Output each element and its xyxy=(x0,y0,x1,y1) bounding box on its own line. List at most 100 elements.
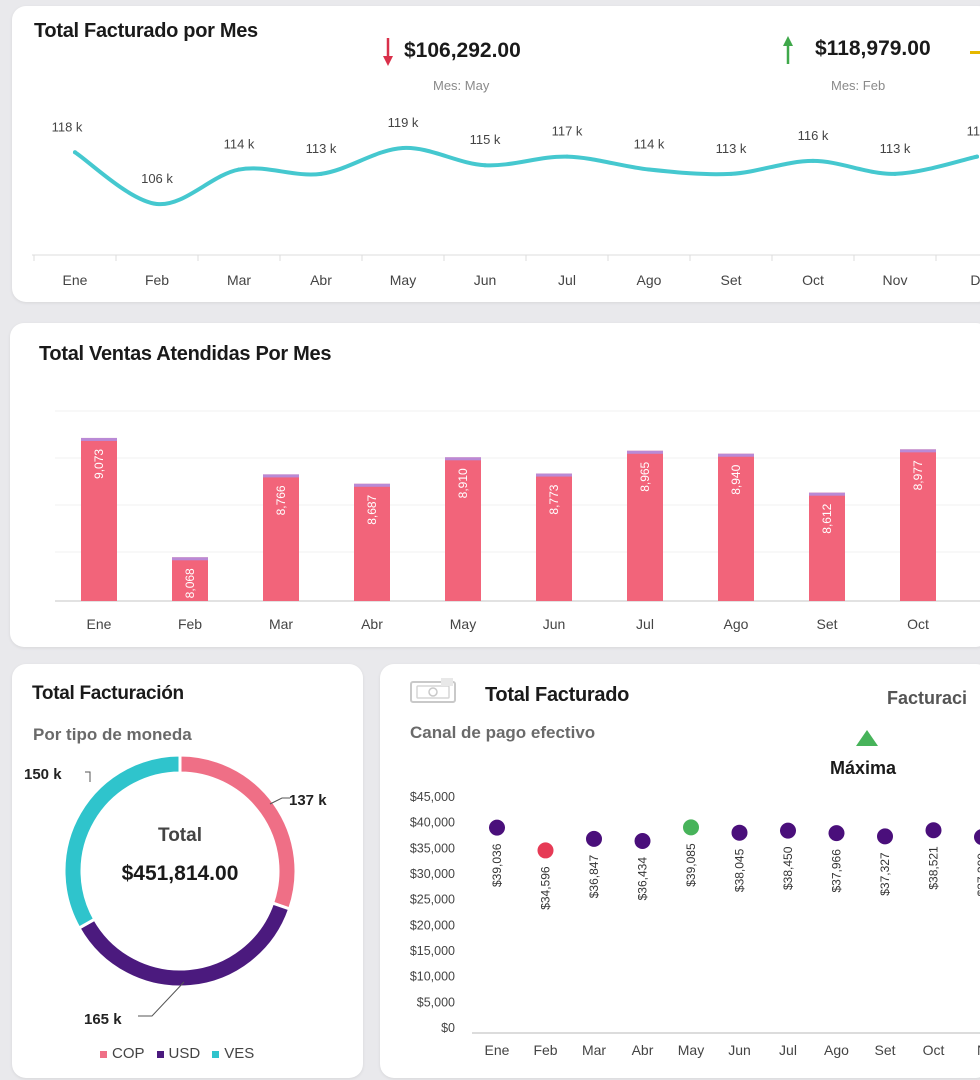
line-point xyxy=(647,167,651,172)
line-point xyxy=(155,202,159,206)
bar-top-edge xyxy=(536,473,572,477)
dot-data-label: $38,045 xyxy=(733,848,747,892)
max-kpi-value: $118,979.00 xyxy=(815,37,931,60)
donut-legend: COP USD VES xyxy=(100,1045,254,1062)
line-point xyxy=(483,163,487,168)
bar-top-edge xyxy=(172,557,208,561)
dot-data-label: $38,450 xyxy=(781,846,795,890)
cop-leader-line xyxy=(269,797,290,805)
dot-x-label: Ago xyxy=(824,1042,849,1058)
dot-point xyxy=(586,830,602,847)
legend-item-usd: USD xyxy=(156,1045,201,1062)
dot-y-tick: $25,000 xyxy=(410,893,455,907)
dot-data-label: $37,200 xyxy=(975,853,980,897)
line-x-label: Di xyxy=(970,272,980,288)
dot-point xyxy=(925,822,942,839)
dot-data-label: $39,085 xyxy=(684,843,698,887)
bar xyxy=(718,453,754,601)
dot-point xyxy=(828,825,845,842)
max-triangle-icon xyxy=(856,730,878,746)
max-label: Máxima xyxy=(830,758,897,778)
bar-x-label: Set xyxy=(816,616,837,632)
bar-x-label: Abr xyxy=(361,616,383,632)
bar-data-label: 8,068 xyxy=(183,568,197,598)
dot-y-tick: $30,000 xyxy=(410,867,455,881)
trend-dash-icon xyxy=(970,51,980,54)
line-x-label: May xyxy=(390,272,416,288)
min-kpi-arrow-icon xyxy=(383,38,393,66)
legend-item-cop: COP xyxy=(100,1045,145,1062)
dot-data-label: $36,434 xyxy=(636,857,650,901)
dot-data-label: $34,596 xyxy=(539,866,553,910)
bar-data-label: 8,687 xyxy=(365,494,379,524)
legend-label-ves: VES xyxy=(224,1045,255,1062)
bar-data-label: 8,940 xyxy=(729,464,743,494)
dot-data-label: $36,847 xyxy=(587,855,601,899)
billing-by-month-card: Total Facturado por Mes $106,292.00 Mes:… xyxy=(12,6,980,302)
dot-x-label: Oct xyxy=(923,1042,945,1058)
bar-top-edge xyxy=(900,449,936,453)
bar xyxy=(536,473,572,601)
line-x-label: Ago xyxy=(637,272,662,288)
dot-y-tick: $35,000 xyxy=(410,841,455,855)
line-point xyxy=(811,158,815,163)
line-point xyxy=(401,146,405,150)
line-data-label: 113 k xyxy=(880,141,911,156)
ves-leader-line xyxy=(85,771,91,782)
bar-data-label: 8,965 xyxy=(638,461,652,491)
dot-y-tick: $15,000 xyxy=(410,944,455,958)
dot-y-tick: $20,000 xyxy=(410,918,455,932)
bar xyxy=(81,437,117,601)
bar-card-title: Total Ventas Atendidas Por Mes xyxy=(39,343,332,365)
line-data-label: 115 k xyxy=(470,132,501,147)
legend-label-usd: USD xyxy=(168,1045,201,1062)
line-x-label: Mar xyxy=(227,272,251,288)
dot-y-tick: $5,000 xyxy=(417,995,455,1009)
bar-data-label: 8,773 xyxy=(547,484,561,514)
donut-chart: 137 k 165 k 150 k xyxy=(24,753,327,1028)
dot-point xyxy=(731,824,748,841)
bar-top-edge xyxy=(809,492,845,496)
dot-x-label: Jul xyxy=(779,1042,797,1058)
bar-x-label: Ago xyxy=(724,616,749,632)
ves-slice-label: 150 k xyxy=(24,766,62,783)
dot-card-right-title: Facturaci xyxy=(887,688,968,708)
line-point xyxy=(729,171,733,176)
donut-card-subtitle: Por tipo de moneda xyxy=(33,725,192,744)
bar-x-label: Jul xyxy=(636,616,654,632)
bar xyxy=(900,449,936,601)
line-data-label: 106 k xyxy=(141,171,173,186)
line-point xyxy=(237,167,241,172)
bar-x-label: Oct xyxy=(907,616,929,632)
bar-data-label: 8,910 xyxy=(456,468,470,498)
bar-x-label: Mar xyxy=(269,616,293,632)
dot-data-label: $39,036 xyxy=(490,843,504,887)
line-data-label: 116 k xyxy=(798,128,829,143)
bar xyxy=(354,483,390,601)
line-point xyxy=(975,154,979,159)
dot-x-label: Feb xyxy=(533,1042,557,1058)
dot-point xyxy=(780,822,796,839)
line-point xyxy=(565,154,569,159)
line-x-label: Jul xyxy=(558,272,576,288)
dot-point-min xyxy=(537,842,554,859)
dot-x-label: Set xyxy=(874,1042,895,1058)
donut-card-title: Total Facturación xyxy=(32,683,184,704)
bar-top-edge xyxy=(627,450,663,454)
donut-slice-ves xyxy=(62,753,182,931)
dot-x-label: May xyxy=(678,1042,704,1058)
line-x-label: Set xyxy=(720,272,741,288)
dot-x-label: N xyxy=(977,1042,980,1058)
dot-card-subtitle: Canal de pago efectivo xyxy=(410,723,596,742)
cash-money-icon xyxy=(410,678,456,703)
bar-chart: 9,073 Ene 8,068 Feb 8,766 Mar 8,687 Abr 8,910 May… xyxy=(55,410,980,632)
bar xyxy=(445,457,481,601)
line-point xyxy=(319,171,323,176)
dot-x-label: Abr xyxy=(632,1042,654,1058)
line-card-title: Total Facturado por Mes xyxy=(34,20,258,42)
line-data-label: 117 k xyxy=(552,124,583,139)
bar-top-edge xyxy=(354,483,390,487)
dot-point xyxy=(877,828,893,845)
dot-y-tick: $40,000 xyxy=(410,816,455,830)
bar-x-label: Feb xyxy=(178,616,202,632)
